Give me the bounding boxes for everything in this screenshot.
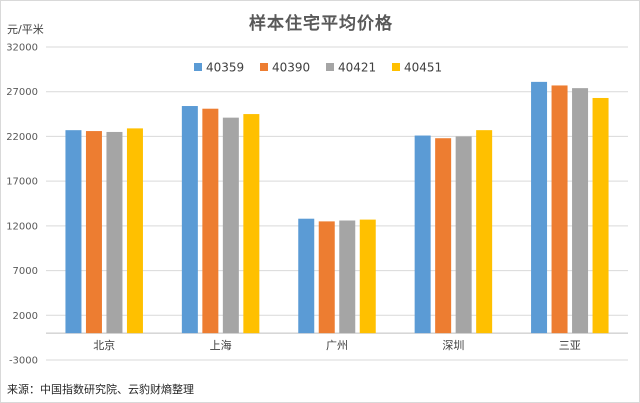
bar: [592, 97, 609, 334]
x-tick-label: 北京: [93, 338, 115, 352]
y-tick-label: 17000: [6, 177, 38, 188]
bar: [476, 130, 493, 334]
source-note: 来源：中国指数研究院、云豹财熵整理: [7, 383, 194, 396]
bar: [531, 81, 548, 334]
bar: [126, 128, 143, 334]
y-tick-label: 12000: [6, 221, 38, 232]
bar: [339, 220, 356, 334]
bar: [243, 114, 260, 334]
bar: [65, 130, 82, 334]
bar: [222, 117, 239, 334]
y-tick-label: 2000: [13, 311, 38, 322]
x-tick-label: 广州: [326, 339, 348, 352]
y-tick-label: -3000: [9, 356, 38, 367]
legend-label: 40359: [206, 61, 244, 75]
bar: [181, 106, 198, 334]
bar: [435, 138, 452, 334]
legend-label: 40390: [272, 61, 310, 75]
bar: [298, 218, 315, 334]
bar: [318, 221, 335, 334]
bar: [85, 131, 102, 334]
bar: [106, 131, 123, 334]
y-tick-label: 32000: [6, 43, 38, 54]
bar: [202, 108, 219, 334]
legend-label: 40421: [338, 61, 376, 75]
legend-swatch: [326, 63, 334, 71]
bar: [414, 135, 431, 334]
bar: [455, 136, 472, 334]
x-tick-label: 上海: [210, 338, 232, 352]
bar: [572, 88, 589, 334]
bar: [359, 219, 376, 334]
legend-label: 40451: [404, 61, 442, 75]
x-tick-label: 三亚: [559, 339, 581, 352]
legend-swatch: [194, 63, 202, 71]
legend-swatch: [260, 63, 268, 71]
chart-title: 样本住宅平均价格: [249, 14, 393, 34]
x-tick-label: 深圳: [442, 339, 464, 352]
y-unit-label: 元/平米: [7, 23, 44, 36]
bar: [551, 85, 568, 334]
y-tick-label: 27000: [6, 87, 38, 98]
y-tick-label: 22000: [6, 132, 38, 143]
legend-swatch: [392, 63, 400, 71]
y-tick-label: 7000: [13, 266, 38, 277]
